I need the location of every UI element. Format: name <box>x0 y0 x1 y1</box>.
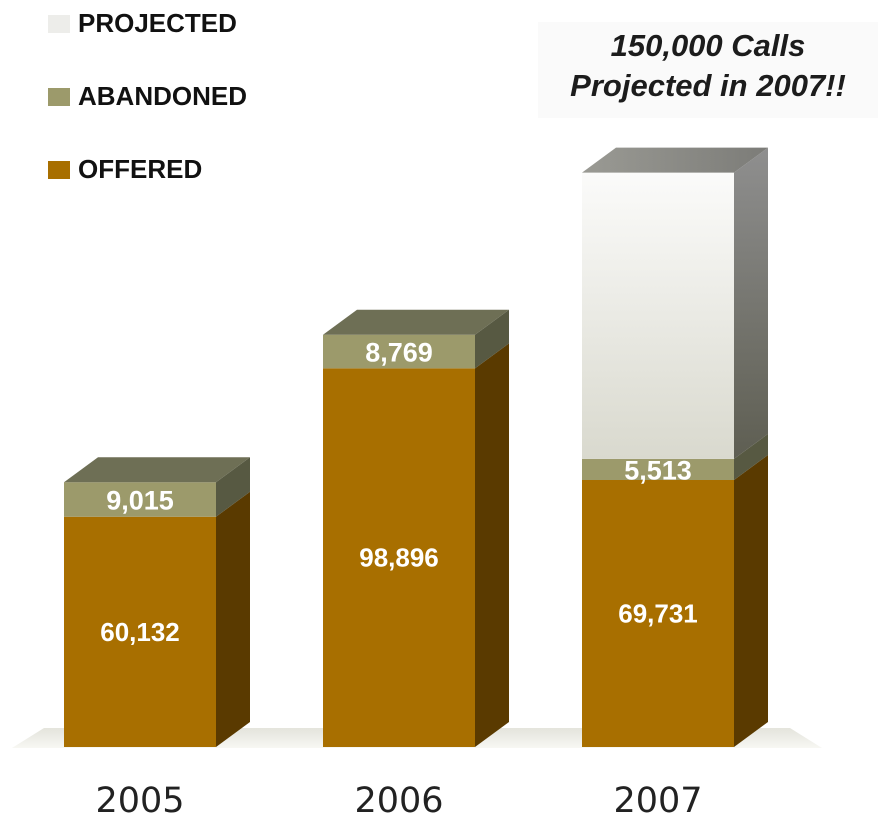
legend-item-projected: PROJECTED <box>48 8 237 39</box>
bar-segment-abandoned-2005 <box>64 457 250 517</box>
x-tick-label-2007: 2007 <box>613 781 702 817</box>
bar-side-abandoned-2007 <box>734 433 768 480</box>
legend-label-abandoned: ABANDONED <box>78 81 247 111</box>
data-label-abandoned-2007: 5,513 <box>624 455 692 485</box>
bar-front-offered-2006 <box>323 368 475 747</box>
bar-segment-projected-2007 <box>582 147 768 459</box>
bar-segment-offered-2007 <box>582 455 768 747</box>
legend-swatch-projected <box>48 14 70 33</box>
legend-swatch-offered <box>48 160 70 179</box>
x-tick-label-2005: 2005 <box>95 781 184 817</box>
legend-item-offered: OFFERED <box>48 154 202 185</box>
bar-front-offered-2007 <box>582 480 734 747</box>
bar-side-offered-2005 <box>216 491 250 747</box>
bar-side-abandoned-2006 <box>475 309 509 369</box>
data-label-offered-2006: 98,896 <box>359 543 439 573</box>
bar-side-offered-2007 <box>734 455 768 747</box>
bar-segment-offered-2005 <box>64 491 250 747</box>
data-label-offered-2007: 69,731 <box>618 599 698 629</box>
bar-side-offered-2006 <box>475 343 509 747</box>
bar-front-abandoned-2005 <box>64 482 216 517</box>
bar-top-projected-2007 <box>582 147 768 173</box>
bar-segment-offered-2006 <box>323 343 509 747</box>
bar-segment-abandoned-2007 <box>582 433 768 480</box>
bars-layer <box>64 147 768 747</box>
x-tick-label-2006: 2006 <box>354 781 443 817</box>
legend-label-offered: OFFERED <box>78 154 203 184</box>
bar-segment-abandoned-2006 <box>323 309 509 369</box>
bar-top-abandoned-2006 <box>323 309 509 335</box>
data-label-offered-2005: 60,132 <box>100 617 180 647</box>
bar-top-abandoned-2005 <box>64 457 250 483</box>
callout-line-2: Projected in 2007!! <box>570 68 846 103</box>
legend-item-abandoned: ABANDONED <box>48 81 247 112</box>
bar-front-abandoned-2007 <box>582 458 734 480</box>
data-label-abandoned-2006: 8,769 <box>365 338 433 368</box>
bar-front-projected-2007 <box>582 172 734 459</box>
bar-side-abandoned-2005 <box>216 457 250 517</box>
bar-front-abandoned-2006 <box>323 334 475 369</box>
legend-label-projected: PROJECTED <box>78 8 237 38</box>
legend-swatch-abandoned <box>48 87 70 106</box>
bar-front-offered-2005 <box>64 516 216 747</box>
labels-layer: 60,132 9,015 2005 98,896 8,769 2006 69,731 5,51… <box>95 338 702 817</box>
bar-side-projected-2007 <box>734 147 768 459</box>
callout-line-1: 150,000 Calls <box>610 28 806 63</box>
data-label-abandoned-2005: 9,015 <box>106 485 174 515</box>
projection-callout: 150,000 Calls Projected in 2007!! <box>538 22 878 118</box>
